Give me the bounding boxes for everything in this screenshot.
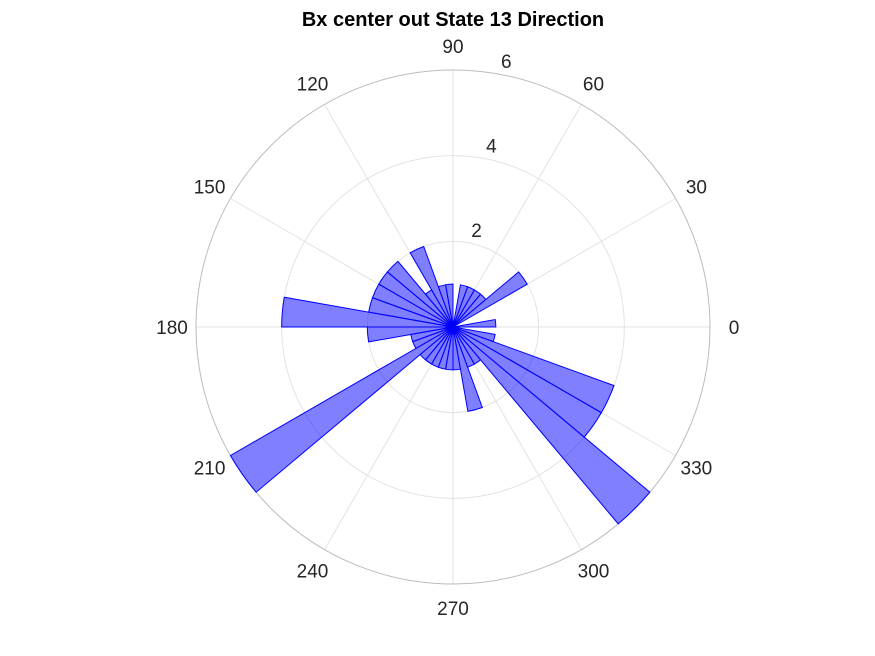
bar-330-340 [452,326,615,414]
bar-0-10 [452,318,497,328]
r-tick-label-2: 2 [471,221,482,242]
bar-70-80 [452,284,469,328]
theta-tick-label-90: 90 [442,37,463,58]
theta-tick-label-150: 150 [194,178,226,199]
bar-30-40 [452,271,528,328]
theta-tick-label-270: 270 [437,599,469,620]
theta-tick-label-240: 240 [297,561,329,582]
bar-110-120 [409,245,454,328]
bar-170-180 [281,296,454,328]
theta-tick-label-60: 60 [583,75,604,96]
r-tick-labels: 2 4 6 [471,52,511,242]
theta-tick-label-30: 30 [686,178,707,199]
bar-210-220 [229,326,454,493]
r-tick-label-4: 4 [486,136,497,157]
theta-tick-label-210: 210 [194,459,226,480]
theta-tick-label-330: 330 [681,459,713,480]
theta-tick-labels: 0 30 60 90 120 150 180 210 240 270 300 330 [156,37,739,620]
bar-310-320 [452,326,651,525]
theta-tick-label-120: 120 [297,75,329,96]
theta-tick-label-180: 180 [156,318,188,339]
histogram-bars [229,245,651,525]
chart-title: Bx center out State 13 Direction [302,9,604,31]
bar-340-350 [452,326,496,343]
r-tick-label-6: 6 [501,52,512,73]
grid-circle-6 [195,69,711,585]
theta-tick-label-0: 0 [729,318,740,339]
theta-tick-label-300: 300 [578,561,610,582]
